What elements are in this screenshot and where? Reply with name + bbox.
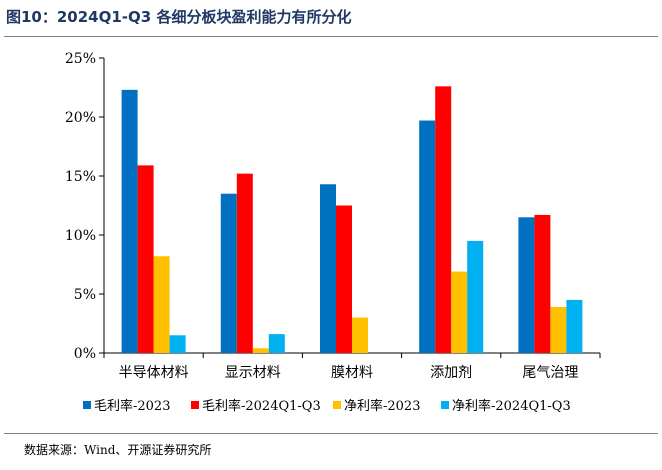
x-tick-label: 膜材料	[331, 365, 373, 381]
bar	[137, 165, 154, 353]
bar	[169, 335, 186, 353]
legend-swatch	[441, 401, 449, 409]
bar	[566, 299, 583, 353]
y-tick-label: 10%	[65, 228, 96, 244]
source-divider	[4, 433, 658, 434]
y-tick-label: 5%	[74, 287, 96, 303]
bar	[467, 240, 484, 353]
bar	[153, 256, 170, 353]
x-tick-label: 尾气治理	[522, 365, 578, 381]
legend-swatch	[83, 401, 91, 409]
source-note: 数据来源：Wind、开源证券研究所	[24, 443, 212, 457]
bar	[435, 86, 452, 353]
y-tick-label: 20%	[65, 110, 96, 126]
title-divider	[4, 36, 658, 37]
x-tick-label: 显示材料	[225, 365, 281, 381]
y-axis: 0% 5% 10% 15% 20% 25%	[65, 51, 105, 362]
legend-label: 净利率-2024Q1-Q3	[452, 398, 571, 414]
x-tick-label: 添加剂	[430, 365, 472, 381]
bar	[320, 184, 336, 353]
bar	[518, 217, 535, 353]
bar	[236, 173, 253, 353]
legend-swatch	[333, 401, 341, 409]
legend-label: 毛利率-2023	[94, 398, 170, 414]
y-tick-label: 25%	[65, 51, 96, 67]
bar	[419, 120, 436, 353]
y-tick-label: 0%	[74, 346, 96, 362]
bars	[121, 86, 583, 354]
x-tick-label: 半导体材料	[119, 365, 189, 381]
bar	[252, 348, 269, 353]
x-axis: 半导体材料 显示材料 膜材料 添加剂 尾气治理	[103, 352, 601, 381]
bar	[352, 317, 368, 353]
bar	[268, 334, 285, 353]
bar	[534, 214, 551, 353]
legend-label: 毛利率-2024Q1-Q3	[202, 398, 321, 414]
bar	[121, 89, 138, 354]
figure-title: 图10：2024Q1-Q3 各细分板块盈利能力有所分化	[6, 8, 352, 26]
bar	[336, 205, 352, 353]
bar	[451, 271, 468, 353]
y-tick-label: 15%	[65, 169, 96, 185]
legend: 毛利率-2023 毛利率-2024Q1-Q3 净利率-2023 净利率-2024Q1-…	[83, 398, 571, 414]
legend-swatch	[191, 401, 199, 409]
bar	[220, 193, 237, 353]
legend-label: 净利率-2023	[344, 398, 420, 414]
bar	[550, 306, 567, 353]
